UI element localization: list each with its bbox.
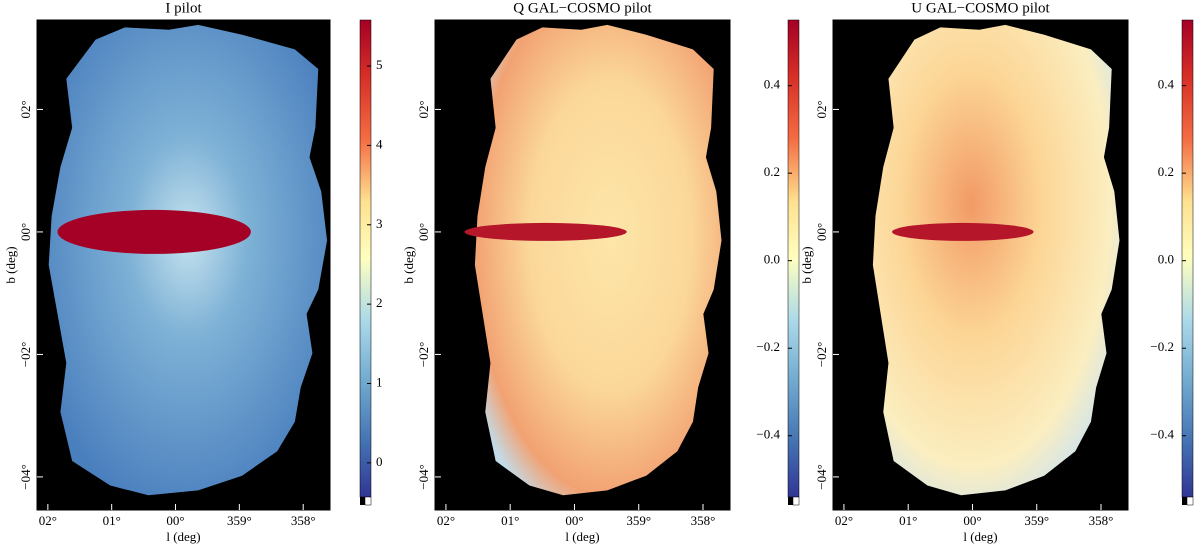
- y-tick-label: −02°: [814, 342, 829, 368]
- y-tick-label: 00°: [18, 223, 33, 241]
- x-tick-label: 358°: [1089, 513, 1114, 528]
- y-axis-label: b (deg): [401, 246, 416, 283]
- x-tick-label: 02°: [437, 513, 455, 528]
- x-tick-label: 02°: [835, 513, 853, 528]
- x-axis-label: l (deg): [565, 529, 599, 544]
- colorbar: [359, 19, 372, 498]
- colorbar-over: [792, 496, 800, 506]
- y-tick-label: 00°: [814, 223, 829, 241]
- colorbar-tick-label: 0: [376, 454, 383, 469]
- x-tick-label: 01°: [501, 513, 519, 528]
- colorbar-tick-label: 1: [376, 374, 383, 389]
- colorbar: [787, 19, 800, 498]
- y-tick-label: 02°: [416, 100, 431, 118]
- colorbar-over: [364, 496, 372, 506]
- x-tick-label: 358°: [291, 513, 316, 528]
- map-frame: [832, 19, 1129, 511]
- x-tick-label: 359°: [227, 513, 252, 528]
- map-footprint: [872, 24, 1120, 496]
- x-tick-label: 359°: [1024, 513, 1049, 528]
- panel-title: Q GAL−COSMO pilot: [513, 0, 652, 16]
- colorbar-tick-label: −0.4: [1150, 427, 1174, 442]
- colorbar-tick-label: 0.2: [1158, 164, 1174, 179]
- x-tick-label: 00°: [166, 513, 184, 528]
- x-tick-label: 02°: [39, 513, 57, 528]
- x-tick-label: 358°: [691, 513, 716, 528]
- map-frame: [36, 19, 331, 511]
- x-tick-label: 01°: [899, 513, 917, 528]
- y-tick-label: 00°: [416, 223, 431, 241]
- x-tick-label: 01°: [103, 513, 121, 528]
- x-axis-label: l (deg): [963, 529, 997, 544]
- x-tick-label: 00°: [963, 513, 981, 528]
- y-axis-label: b (deg): [3, 246, 18, 283]
- y-tick-label: −02°: [18, 342, 33, 368]
- galactic-plane: [892, 222, 1034, 241]
- y-tick-label: 02°: [814, 100, 829, 118]
- galactic-plane: [464, 222, 627, 241]
- y-tick-label: −04°: [18, 464, 33, 490]
- colorbar-over: [1186, 496, 1194, 506]
- y-tick-label: 02°: [18, 100, 33, 118]
- y-tick-label: −04°: [814, 464, 829, 490]
- colorbar-tick-label: −0.2: [1150, 339, 1174, 354]
- colorbar-under: [1182, 497, 1188, 505]
- map-frame: [434, 19, 731, 511]
- x-tick-label: 359°: [626, 513, 651, 528]
- colorbar-tick-label: 5: [376, 57, 383, 72]
- x-axis-label: l (deg): [166, 529, 200, 544]
- colorbar-under: [788, 497, 794, 505]
- panel-title: I pilot: [165, 0, 202, 16]
- map-footprint: [48, 24, 328, 496]
- y-axis-label: b (deg): [799, 246, 814, 283]
- colorbar-tick-label: −0.4: [756, 427, 780, 442]
- colorbar-tick-label: 0.4: [764, 77, 781, 92]
- colorbar-tick-label: 0.4: [1158, 77, 1175, 92]
- colorbar-tick-label: 0.0: [764, 252, 780, 267]
- colorbar: [1181, 19, 1194, 498]
- y-tick-label: −04°: [416, 464, 431, 490]
- colorbar-tick-label: 2: [376, 295, 383, 310]
- x-tick-label: 00°: [565, 513, 583, 528]
- colorbar-tick-label: 3: [376, 216, 383, 231]
- y-tick-label: −02°: [416, 342, 431, 368]
- map-footprint: [474, 24, 722, 496]
- colorbar-tick-label: 4: [376, 136, 383, 151]
- colorbar-tick-label: −0.2: [756, 339, 780, 354]
- colorbar-tick-label: 0.2: [764, 164, 780, 179]
- galactic-plane: [57, 209, 251, 254]
- colorbar-tick-label: 0.0: [1158, 252, 1174, 267]
- panel-title: U GAL−COSMO pilot: [911, 0, 1050, 16]
- colorbar-under: [360, 497, 366, 505]
